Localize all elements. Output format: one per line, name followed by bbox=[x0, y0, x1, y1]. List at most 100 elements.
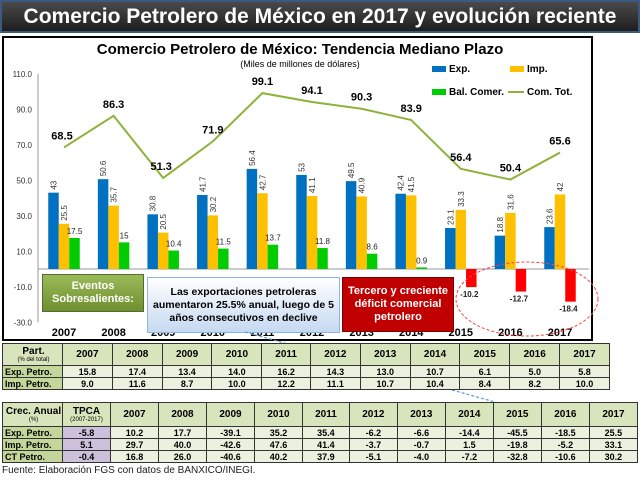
table-cell-text: 17.7 bbox=[173, 427, 192, 438]
line-data-label: 99.1 bbox=[252, 76, 273, 88]
table-cell-text: 13.0 bbox=[376, 366, 394, 377]
table-cell-text: 10.0 bbox=[228, 378, 246, 389]
year-header: 2014 bbox=[444, 402, 494, 427]
data-label: 17.5 bbox=[67, 227, 83, 236]
table-cell: 1.5 bbox=[444, 438, 494, 451]
table-cell: 11.6 bbox=[111, 377, 163, 390]
year-header: 2007 bbox=[62, 343, 113, 366]
bar-exp--2015 bbox=[445, 227, 456, 269]
row-label-text: Exp. Petro. bbox=[5, 427, 53, 438]
growth-table: Crec. Anual (%) TPCA (2007-2017) 2007 2008 200… bbox=[2, 402, 639, 463]
bar-bal-comer--2014 bbox=[416, 267, 427, 269]
table-cell: -18.5 bbox=[540, 426, 590, 439]
bar-exp--2017 bbox=[544, 227, 555, 269]
bar-bal-comer--2015 bbox=[466, 269, 477, 288]
table-cell-text: 10.4 bbox=[426, 378, 444, 389]
table-cell-text: 40.2 bbox=[269, 451, 288, 462]
year-header-text: 2008 bbox=[171, 409, 194, 420]
table-cell: 6.1 bbox=[459, 365, 511, 378]
row-label: Exp. Petro. bbox=[2, 365, 63, 378]
year-header: 2013 bbox=[359, 343, 411, 366]
table-cell: 17.4 bbox=[111, 365, 163, 378]
table-cell: 10.4 bbox=[409, 377, 461, 390]
table-cell: 10.7 bbox=[409, 365, 461, 378]
year-header: 2016 bbox=[509, 343, 561, 366]
row-header-text: Part. bbox=[22, 346, 45, 357]
header-row: Crec. Anual (%) TPCA (2007-2017) 2007 2008 200… bbox=[2, 402, 639, 427]
line-data-label: 51.3 bbox=[150, 161, 171, 173]
table-cell: 5.8 bbox=[559, 365, 610, 378]
table-cell: 10.0 bbox=[211, 377, 263, 390]
table-cell-text: -5.2 bbox=[557, 439, 574, 450]
table-cell: -45.5 bbox=[492, 426, 542, 439]
table-cell: -4.0 bbox=[396, 450, 446, 463]
year-header-text: 2016 bbox=[523, 349, 546, 360]
table-cell: -7.2 bbox=[444, 450, 494, 463]
tpca-cell: -0.4 bbox=[62, 450, 111, 463]
year-header-text: 2010 bbox=[225, 349, 249, 360]
table-cell-text: 5.8 bbox=[578, 366, 591, 377]
row-header: Crec. Anual (%) bbox=[2, 402, 63, 427]
bar-exp--2014 bbox=[395, 193, 406, 269]
bar-bal-comer--2007 bbox=[69, 237, 80, 269]
legend-label: Exp. bbox=[449, 64, 470, 75]
data-label: -10.2 bbox=[460, 290, 479, 299]
line-data-label: 50.4 bbox=[500, 163, 522, 175]
year-header: 2009 bbox=[161, 343, 213, 366]
bar-exp--2012 bbox=[296, 174, 307, 269]
table-cell-text: 40.0 bbox=[173, 439, 192, 450]
deficit-note-box: Tercero y creciente déficit comercial pe… bbox=[342, 277, 454, 332]
year-header-text: 2014 bbox=[458, 409, 481, 420]
legend-label: Imp. bbox=[527, 64, 548, 75]
year-header-text: 2015 bbox=[473, 349, 496, 360]
table-row: Exp. Petro. 15.8 17.4 13.4 14.0 16.2 14.3 13.0 1… bbox=[2, 365, 610, 378]
table-cell-text: 16.8 bbox=[125, 451, 144, 462]
year-header: 2013 bbox=[396, 402, 446, 427]
row-label: Imp. Petro. bbox=[2, 438, 63, 451]
table-cell-text: -32.8 bbox=[507, 451, 528, 462]
table-cell-text: 25.5 bbox=[604, 427, 623, 438]
row-label: CT Petro. bbox=[2, 450, 63, 463]
year-header-text: 2016 bbox=[554, 409, 577, 420]
table-cell: 10.2 bbox=[110, 426, 159, 439]
table-cell-text: 17.4 bbox=[128, 366, 146, 377]
table-cell-text: 8.2 bbox=[528, 378, 541, 389]
participation-table: Part. (% del total) 2007 2008 2009 2010 2011 20… bbox=[2, 343, 610, 390]
table-cell-text: 5.0 bbox=[528, 366, 541, 377]
table-cell: -5.1 bbox=[348, 450, 398, 463]
table-cell: 35.4 bbox=[302, 426, 350, 439]
year-header-text: 2008 bbox=[126, 349, 149, 360]
row-label-text: Imp. Petro. bbox=[5, 439, 52, 450]
data-label: 30.8 bbox=[149, 195, 158, 211]
table-cell-text: 14.0 bbox=[228, 366, 246, 377]
year-header: 2015 bbox=[459, 343, 511, 366]
year-header-text: 2012 bbox=[324, 349, 347, 360]
data-label: 43 bbox=[50, 180, 59, 189]
header-sub: (% del total) bbox=[17, 357, 50, 363]
tpca-header-text: TPCA bbox=[72, 406, 101, 417]
table-cell: 47.6 bbox=[254, 438, 303, 451]
row-label-text: Imp. Petro. bbox=[5, 378, 52, 389]
table-cell-text: 41.4 bbox=[317, 439, 335, 450]
table-cell: 41.4 bbox=[302, 438, 350, 451]
data-label: 56.4 bbox=[248, 150, 257, 166]
table-cell: 40.0 bbox=[158, 438, 207, 451]
table-cell: -6.2 bbox=[348, 426, 398, 439]
table-cell-text: -40.6 bbox=[220, 451, 241, 462]
table-cell-text: -3.7 bbox=[365, 439, 382, 450]
table-cell-text: -10.6 bbox=[555, 451, 576, 462]
year-header-text: 2013 bbox=[410, 409, 433, 420]
data-label: 23.6 bbox=[546, 208, 555, 224]
row-header: Part. (% del total) bbox=[2, 343, 63, 366]
bar-imp--2010 bbox=[207, 215, 219, 269]
data-label: 10.4 bbox=[166, 240, 182, 249]
table-cell: 40.2 bbox=[254, 450, 303, 463]
source-footer: Fuente: Elaboración FGS con datos de BAN… bbox=[2, 465, 256, 476]
year-header-text: 2010 bbox=[267, 409, 290, 420]
y-tick-label: 30.0 bbox=[16, 212, 32, 221]
x-tick-label: 2016 bbox=[498, 327, 522, 339]
data-label: -18.4 bbox=[559, 305, 578, 314]
bar-imp--2012 bbox=[306, 196, 318, 269]
header-sub: (%) bbox=[28, 417, 39, 423]
year-header: 2016 bbox=[540, 402, 590, 427]
